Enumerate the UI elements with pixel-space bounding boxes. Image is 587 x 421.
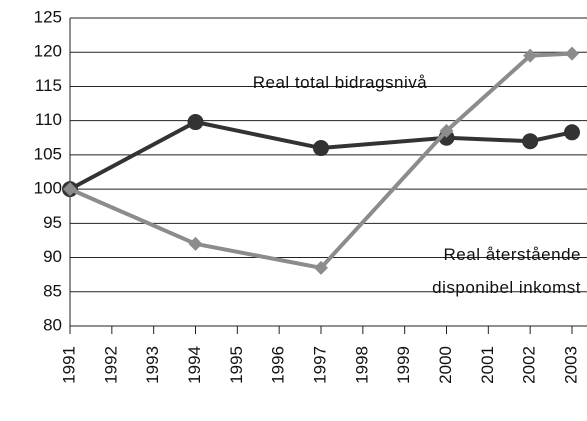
- y-tick-label: 110: [35, 110, 62, 129]
- point: [314, 260, 328, 275]
- x-tick-label: 2002: [520, 346, 539, 384]
- x-tick-label: 1996: [269, 346, 288, 384]
- series-line: [69, 51, 573, 270]
- y-tick-label: 100: [34, 179, 62, 198]
- x-tick-label: 1995: [227, 346, 246, 384]
- point: [63, 182, 77, 197]
- x-tick-label: 1998: [352, 346, 371, 384]
- x-tick-label: 2001: [478, 346, 497, 384]
- x-tick-label: 1997: [310, 346, 329, 384]
- point: [565, 46, 579, 61]
- y-tick-label: 95: [43, 213, 62, 232]
- point: [439, 123, 454, 138]
- y-tick-label: 125: [34, 7, 62, 26]
- point: [564, 124, 580, 141]
- x-tick-label: 2000: [436, 346, 455, 384]
- x-tick-label: 1993: [143, 346, 162, 384]
- point: [313, 140, 329, 157]
- series-label: Real återstående disponibel inkomst: [432, 245, 581, 297]
- y-tick-label: 85: [43, 281, 62, 300]
- point: [522, 133, 539, 150]
- y-tick-label: 120: [34, 42, 62, 61]
- point: [187, 114, 204, 131]
- series-label: Real total bidragsnivå: [252, 73, 428, 92]
- y-tick-label: 115: [35, 76, 62, 95]
- y-tick-label: 80: [43, 315, 62, 334]
- x-tick-label: 1991: [59, 346, 78, 384]
- x-tick-label: 1994: [185, 346, 204, 384]
- x-tick-label: 1999: [394, 346, 413, 384]
- y-tick-label: 90: [43, 247, 62, 266]
- y-tick-label: 105: [34, 144, 62, 163]
- point: [523, 48, 538, 63]
- point: [188, 236, 203, 251]
- x-tick-label: 2003: [561, 346, 580, 384]
- x-tick-label: 1992: [101, 346, 120, 384]
